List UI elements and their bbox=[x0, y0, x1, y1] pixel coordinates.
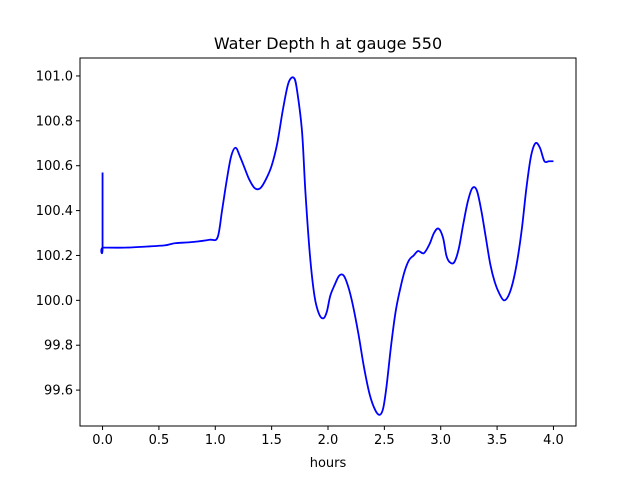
x-tick-label: 3.0 bbox=[430, 433, 451, 448]
y-tick-label: 100.4 bbox=[36, 204, 73, 219]
x-tick-label: 0.0 bbox=[92, 433, 113, 448]
series-line-0 bbox=[100, 76, 554, 416]
plot-area bbox=[100, 76, 554, 416]
x-tick-label: 4.0 bbox=[543, 433, 564, 448]
y-tick-label: 101.0 bbox=[36, 69, 73, 84]
axes-frame bbox=[79, 57, 577, 427]
y-tick-label: 100.8 bbox=[36, 114, 73, 129]
x-tick-label: 3.5 bbox=[487, 433, 508, 448]
y-tick-label: 100.0 bbox=[36, 294, 73, 309]
y-tick-label: 99.8 bbox=[44, 339, 73, 354]
x-tick-label: 2.5 bbox=[374, 433, 395, 448]
y-axis: 99.6 99.8 100.0 100.2 100.4 100.6 100.8 101.0 bbox=[36, 69, 80, 399]
x-tick-label: 1.0 bbox=[205, 433, 226, 448]
y-tick-label: 100.6 bbox=[36, 159, 73, 174]
x-tick-label: 1.5 bbox=[261, 433, 282, 448]
x-tick-label: 0.5 bbox=[149, 433, 170, 448]
x-axis: 0.0 0.5 1.0 1.5 2.0 2.5 3.0 3.5 4.0 bbox=[92, 426, 564, 448]
y-tick-label: 99.6 bbox=[44, 384, 73, 399]
chart-title: Water Depth h at gauge 550 bbox=[214, 34, 442, 53]
x-axis-label: hours bbox=[310, 456, 347, 471]
y-tick-label: 100.2 bbox=[36, 249, 73, 264]
x-tick-label: 2.0 bbox=[318, 433, 339, 448]
